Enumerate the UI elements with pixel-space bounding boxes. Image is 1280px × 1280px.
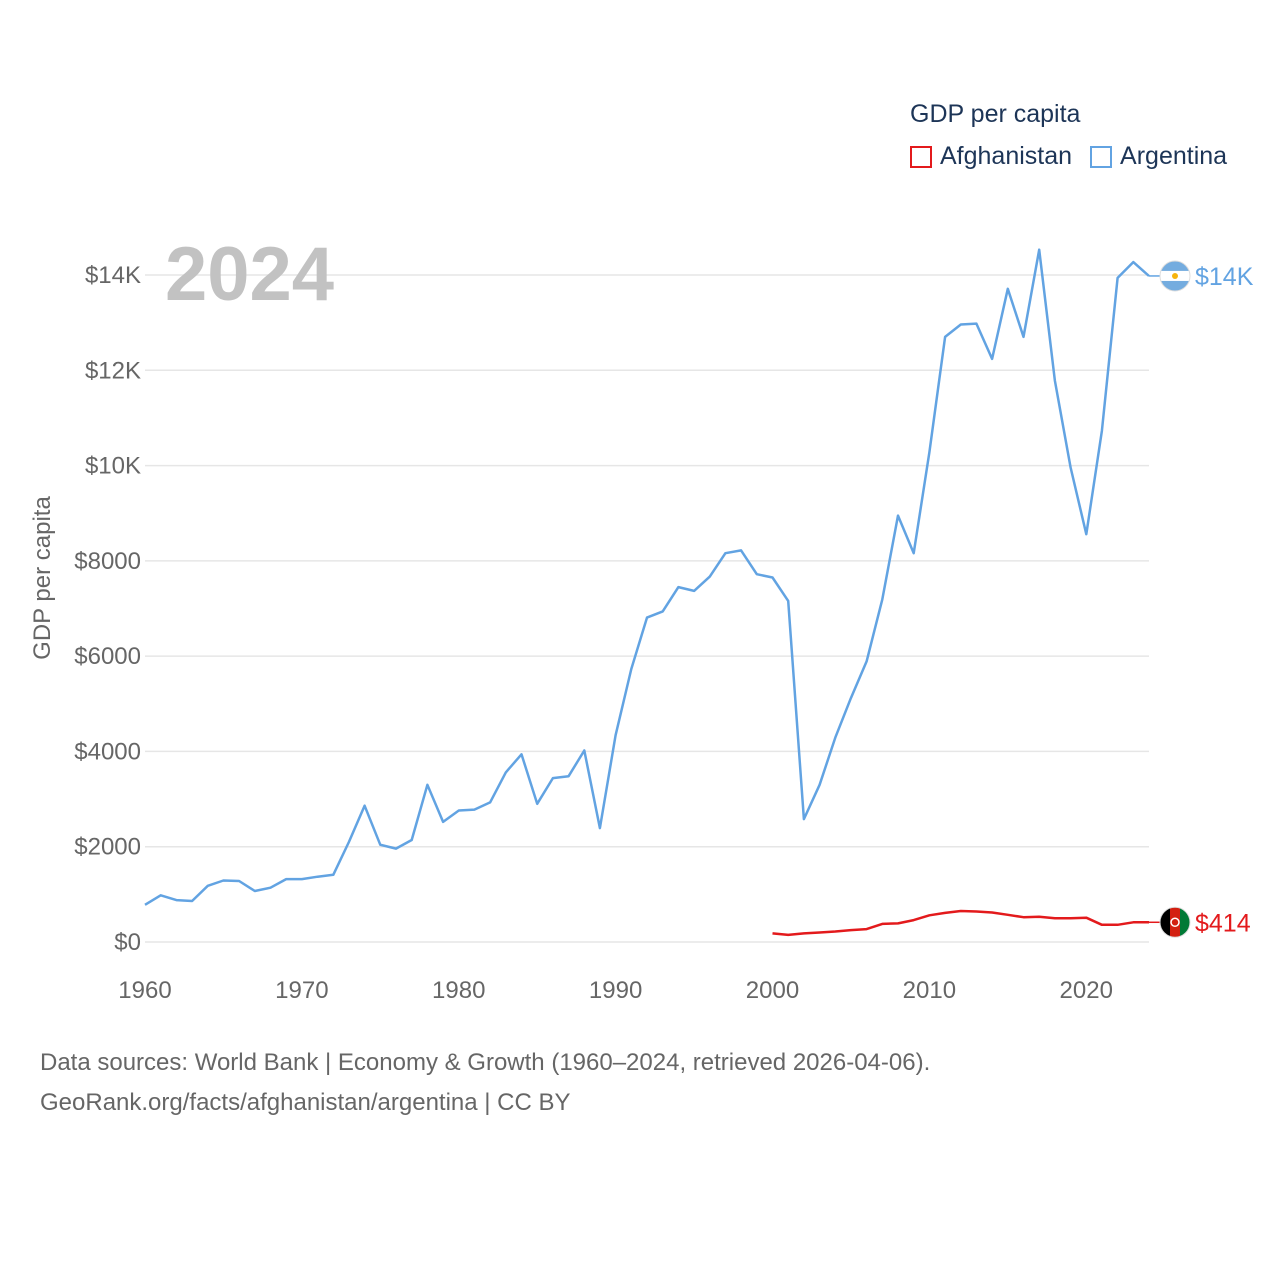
x-tick-label: 2020 (1060, 977, 1113, 1004)
y-tick-label: $14K (85, 262, 141, 289)
legend: Afghanistan Argentina (910, 142, 1245, 171)
series-lines (144, 248, 1150, 937)
x-tick-label: 1960 (118, 977, 171, 1004)
sources-text: Data sources: World Bank | Economy & Gro… (40, 1049, 931, 1076)
end-label-afghanistan: $414 (1195, 909, 1251, 937)
series-line-argentina (144, 248, 1150, 906)
y-tick-label: $6000 (74, 643, 141, 670)
source-link[interactable]: GeoRank.org/facts/afghanistan/argentina … (40, 1089, 571, 1116)
series-end-markers: $14K $414 (1149, 260, 1254, 938)
grid-lines (145, 274, 1149, 943)
y-tick-label: $10K (85, 453, 141, 480)
footer-sources: Data sources: World Bank | Economy & Gro… (40, 1043, 930, 1123)
afghanistan-flag-icon (1159, 906, 1191, 938)
x-axis-ticks: 1960 1970 1980 1990 2000 2010 2020 (118, 977, 1113, 1004)
y-tick-label: $12K (85, 357, 141, 384)
x-tick-label: 1980 (432, 977, 485, 1004)
y-tick-label: $8000 (74, 548, 141, 575)
y-tick-label: $4000 (74, 738, 141, 765)
legend-title: GDP per capita (910, 100, 1081, 128)
x-tick-label: 2000 (746, 977, 799, 1004)
legend-item-argentina[interactable]: Argentina (1090, 142, 1227, 171)
legend-swatch-afghanistan (910, 145, 932, 168)
y-axis-ticks: $0 $2000 $4000 $6000 $8000 $10K $12K $14K (74, 262, 141, 956)
x-tick-label: 2010 (903, 977, 956, 1004)
legend-label-afghanistan: Afghanistan (940, 142, 1073, 170)
y-tick-label: $2000 (74, 834, 141, 861)
end-label-argentina: $14K (1195, 263, 1254, 291)
x-tick-label: 1990 (589, 977, 642, 1004)
y-axis-title: GDP per capita (29, 496, 56, 660)
x-tick-label: 1970 (275, 977, 328, 1004)
legend-swatch-argentina (1090, 145, 1113, 168)
y-tick-label: $0 (114, 929, 141, 956)
year-label: 2024 (165, 232, 334, 317)
legend-label-argentina: Argentina (1120, 142, 1228, 170)
series-line-afghanistan (772, 909, 1149, 937)
legend-item-afghanistan[interactable]: Afghanistan (910, 142, 1072, 171)
argentina-flag-icon (1159, 260, 1191, 292)
